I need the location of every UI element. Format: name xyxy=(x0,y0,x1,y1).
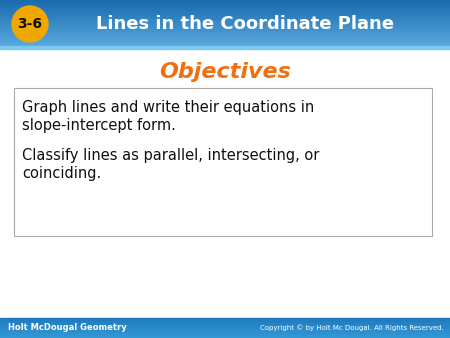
Text: Objectives: Objectives xyxy=(159,62,291,82)
Bar xyxy=(0,36,450,37)
Bar xyxy=(0,331,450,332)
Bar xyxy=(0,13,450,14)
Bar xyxy=(0,43,450,44)
Bar xyxy=(0,336,450,337)
Bar xyxy=(0,330,450,331)
Bar xyxy=(0,333,450,334)
Bar xyxy=(0,25,450,26)
Bar xyxy=(0,334,450,335)
Text: coinciding.: coinciding. xyxy=(22,166,101,181)
Text: Copyright © by Holt Mc Dougal. All Rights Reserved.: Copyright © by Holt Mc Dougal. All Right… xyxy=(260,325,444,331)
Bar xyxy=(0,10,450,11)
Bar xyxy=(0,326,450,327)
Bar xyxy=(0,11,450,12)
Bar xyxy=(0,324,450,325)
Bar xyxy=(0,328,450,329)
Bar xyxy=(0,39,450,40)
Text: 3-6: 3-6 xyxy=(18,17,42,31)
Text: Holt McDougal Geometry: Holt McDougal Geometry xyxy=(8,323,127,333)
Bar xyxy=(0,18,450,19)
Bar xyxy=(0,6,450,7)
Text: slope-intercept form.: slope-intercept form. xyxy=(22,118,176,133)
Bar xyxy=(0,31,450,32)
Bar xyxy=(0,318,450,319)
Bar xyxy=(0,34,450,35)
Bar xyxy=(0,319,450,320)
Bar xyxy=(0,16,450,17)
Bar xyxy=(0,7,450,8)
Bar xyxy=(0,323,450,324)
Bar xyxy=(0,42,450,43)
Bar xyxy=(0,33,450,34)
Bar xyxy=(0,32,450,33)
Bar xyxy=(0,14,450,15)
Bar xyxy=(0,5,450,6)
Bar xyxy=(0,27,450,28)
Bar xyxy=(0,21,450,22)
Bar xyxy=(0,4,450,5)
Bar xyxy=(0,30,450,31)
Bar xyxy=(0,29,450,30)
Bar xyxy=(0,20,450,21)
Bar xyxy=(0,320,450,321)
Bar xyxy=(0,17,450,18)
Text: Lines in the Coordinate Plane: Lines in the Coordinate Plane xyxy=(96,15,394,33)
Bar xyxy=(0,37,450,38)
Bar xyxy=(0,46,450,49)
Bar xyxy=(0,44,450,45)
Text: Graph lines and write their equations in: Graph lines and write their equations in xyxy=(22,100,314,115)
Circle shape xyxy=(12,6,48,42)
Bar xyxy=(0,322,450,323)
Bar xyxy=(0,28,450,29)
Bar xyxy=(0,15,450,16)
Bar xyxy=(0,335,450,336)
Bar xyxy=(0,40,450,41)
Bar xyxy=(0,26,450,27)
Text: Classify lines as parallel, intersecting, or: Classify lines as parallel, intersecting… xyxy=(22,148,320,163)
Bar xyxy=(0,47,450,48)
Bar xyxy=(0,327,450,328)
Bar xyxy=(0,9,450,10)
Bar xyxy=(14,88,432,236)
Bar xyxy=(0,38,450,39)
Bar xyxy=(0,325,450,326)
Bar xyxy=(0,24,450,25)
Bar xyxy=(0,0,450,1)
Bar xyxy=(0,3,450,4)
Bar xyxy=(0,329,450,330)
Bar xyxy=(0,22,450,23)
Bar xyxy=(0,12,450,13)
Bar xyxy=(0,1,450,2)
Bar xyxy=(0,321,450,322)
Bar xyxy=(0,332,450,333)
Bar xyxy=(0,8,450,9)
Bar xyxy=(0,35,450,36)
Bar xyxy=(0,41,450,42)
Bar xyxy=(0,23,450,24)
Bar xyxy=(0,46,450,47)
Bar xyxy=(0,2,450,3)
Bar xyxy=(0,337,450,338)
Bar xyxy=(0,45,450,46)
Bar xyxy=(0,19,450,20)
